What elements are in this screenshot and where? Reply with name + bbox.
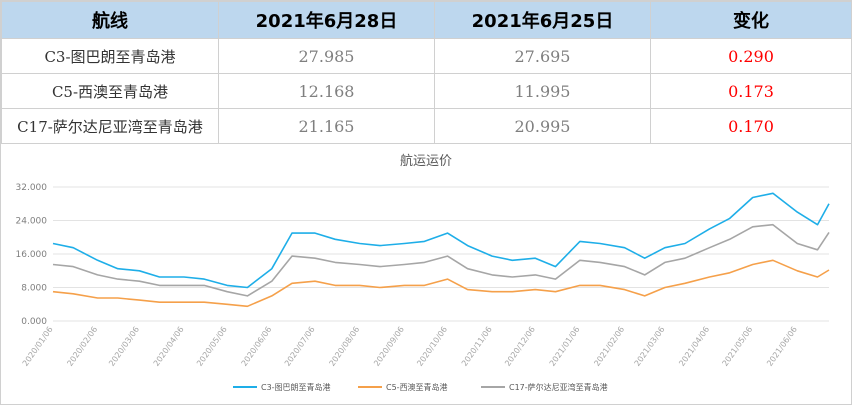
x-tick-label: 2020/01/06 bbox=[21, 325, 55, 368]
table-row: C3-图巴朗至青岛港 27.985 27.695 0.290 bbox=[1, 38, 852, 74]
freight-rate-chart: 航运运价 0.000 8.000 16.000 24.000 32.000 2020/0… bbox=[16, 153, 830, 392]
x-tick-label: 2020/06/06 bbox=[240, 325, 274, 368]
table-row: C17-萨尔达尼亚湾至青岛港 21.165 20.995 0.170 bbox=[1, 108, 852, 144]
chart-legend: C3-图巴朗至青岛港 C5-西澳至青岛港 C17-萨尔达尼亚湾至青岛港 bbox=[233, 382, 608, 392]
legend-label: C17-萨尔达尼亚湾至青岛港 bbox=[509, 382, 608, 392]
x-tick-label: 2020/05/06 bbox=[195, 325, 229, 368]
value-previous-cell: 20.995 bbox=[434, 108, 651, 144]
x-tick-label: 2020/03/06 bbox=[107, 325, 141, 368]
x-tick-label: 2020/04/06 bbox=[152, 325, 186, 368]
y-tick-label: 24.000 bbox=[16, 217, 48, 227]
legend-label: C5-西澳至青岛港 bbox=[386, 382, 448, 392]
change-cell: 0.170 bbox=[650, 108, 852, 144]
legend-label: C3-图巴朗至青岛港 bbox=[261, 382, 331, 392]
route-cell: C17-萨尔达尼亚湾至青岛港 bbox=[1, 108, 219, 144]
route-cell: C3-图巴朗至青岛港 bbox=[1, 38, 219, 74]
value-current-cell: 21.165 bbox=[218, 108, 435, 144]
x-tick-label: 2020/07/06 bbox=[283, 325, 317, 368]
header-date-previous: 2021年6月25日 bbox=[434, 1, 651, 39]
x-tick-label: 2021/02/06 bbox=[592, 325, 626, 368]
x-tick-label: 2021/03/06 bbox=[633, 325, 667, 368]
value-current-cell: 27.985 bbox=[218, 38, 435, 74]
y-tick-label: 16.000 bbox=[16, 250, 48, 260]
y-tick-label: 32.000 bbox=[16, 183, 48, 193]
x-tick-label: 2020/12/06 bbox=[503, 325, 537, 368]
chart-title: 航运运价 bbox=[400, 153, 452, 169]
x-axis: 2020/01/06 2020/02/06 2020/03/06 2020/04/06… bbox=[21, 325, 799, 368]
y-tick-label: 8.000 bbox=[21, 284, 47, 294]
change-cell: 0.173 bbox=[650, 73, 852, 109]
table-header-row: 航线 2021年6月28日 2021年6月25日 变化 bbox=[1, 1, 852, 39]
header-change: 变化 bbox=[650, 1, 852, 39]
route-cell: C5-西澳至青岛港 bbox=[1, 73, 219, 109]
table-row: C5-西澳至青岛港 12.168 11.995 0.173 bbox=[1, 73, 852, 109]
change-cell: 0.290 bbox=[650, 38, 852, 74]
x-tick-label: 2021/06/06 bbox=[765, 325, 799, 368]
header-date-current: 2021年6月28日 bbox=[218, 1, 435, 39]
x-tick-label: 2021/01/06 bbox=[548, 325, 582, 368]
chart-gridlines bbox=[53, 186, 829, 322]
series-line-0 bbox=[52, 192, 830, 289]
series-line-2 bbox=[52, 223, 830, 297]
chart-series bbox=[52, 192, 830, 308]
x-tick-label: 2020/11/06 bbox=[460, 325, 494, 368]
series-line-1 bbox=[52, 259, 830, 308]
x-tick-label: 2021/05/06 bbox=[721, 325, 755, 368]
y-tick-label: 0.000 bbox=[21, 317, 47, 327]
value-current-cell: 12.168 bbox=[218, 73, 435, 109]
value-previous-cell: 27.695 bbox=[434, 38, 651, 74]
rate-table: 航线 2021年6月28日 2021年6月25日 变化 C3-图巴朗至青岛港 2… bbox=[1, 1, 852, 144]
x-tick-label: 2020/08/06 bbox=[327, 325, 361, 368]
x-tick-label: 2020/02/06 bbox=[65, 325, 99, 368]
value-previous-cell: 11.995 bbox=[434, 73, 651, 109]
x-tick-label: 2021/04/06 bbox=[677, 325, 711, 368]
x-tick-label: 2020/10/06 bbox=[415, 325, 449, 368]
y-axis: 0.000 8.000 16.000 24.000 32.000 bbox=[16, 183, 48, 327]
header-route: 航线 bbox=[1, 1, 219, 39]
x-tick-label: 2020/09/06 bbox=[372, 325, 406, 368]
